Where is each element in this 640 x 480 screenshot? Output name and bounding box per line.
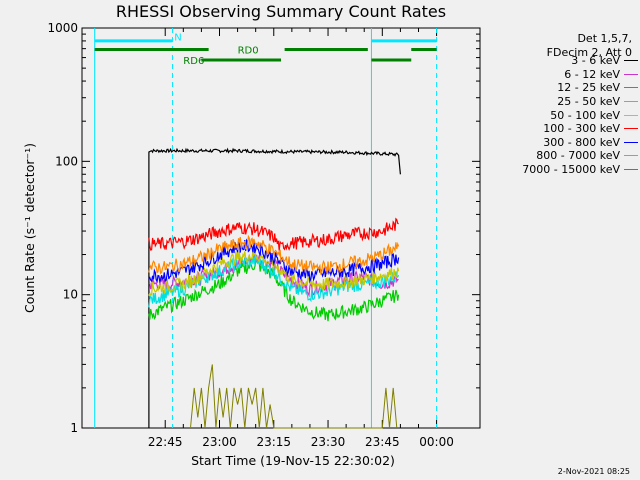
legend-item: 800 - 7000 keV: [482, 149, 638, 163]
x-tick-label: 23:00: [202, 435, 237, 449]
legend-header-line-1: Det 1,5,7,: [577, 32, 632, 45]
legend-item: 50 - 100 keV: [482, 108, 638, 122]
legend-header-line-2: FDecim 2, Att 0: [546, 46, 632, 59]
y-tick-label: 1: [70, 421, 78, 435]
series-line: [148, 147, 401, 428]
legend-item: 25 - 50 keV: [482, 95, 638, 109]
legend-swatch: [624, 73, 638, 75]
legend-swatch: [624, 114, 638, 116]
legend-swatch: [624, 155, 638, 157]
x-tick-label: 23:15: [256, 435, 291, 449]
series-line: [148, 217, 399, 251]
legend-label: 100 - 300 keV: [543, 122, 620, 136]
legend-label: 12 - 25 keV: [557, 81, 620, 95]
legend-item: 6 - 12 keV: [482, 68, 638, 82]
legend-item: 7000 - 15000 keV: [482, 163, 638, 177]
legend-label: 25 - 50 keV: [557, 95, 620, 109]
legend-item: 3 - 6 keV: [482, 54, 638, 68]
legend-item: 12 - 25 keV: [482, 81, 638, 95]
series-line: [148, 249, 400, 296]
bar-annotation: RD0: [238, 45, 259, 56]
series-line: [148, 234, 400, 276]
y-tick-label: 1000: [47, 21, 78, 35]
legend: 3 - 6 keV 6 - 12 keV 12 - 25 keV 25 - 50…: [482, 54, 638, 176]
legend-label: 800 - 7000 keV: [536, 149, 620, 163]
legend-swatch: [624, 141, 638, 143]
x-tick-label: 23:30: [311, 435, 346, 449]
bar-annotation: RD6: [183, 56, 204, 67]
legend-swatch: [624, 87, 638, 89]
legend-swatch: [624, 60, 638, 62]
x-tick-label: 00:00: [419, 435, 454, 449]
legend-swatch: [624, 169, 638, 171]
legend-label: 7000 - 15000 keV: [522, 163, 620, 177]
legend-label: 50 - 100 keV: [550, 108, 620, 122]
legend-item: 100 - 300 keV: [482, 122, 638, 136]
legend-label: 300 - 800 keV: [543, 135, 620, 149]
chart-title: RHESSI Observing Summary Count Rates: [115, 2, 447, 21]
series-line: [190, 364, 398, 429]
x-axis-label: Start Time (19-Nov-15 22:30:02): [191, 453, 395, 468]
x-tick-label: 22:45: [148, 435, 183, 449]
y-tick-label: 100: [55, 154, 78, 168]
y-axis-label: Count Rate (s⁻¹ detector⁻¹): [22, 143, 37, 313]
y-tick-label: 10: [63, 288, 78, 302]
legend-label: 6 - 12 keV: [564, 67, 620, 81]
legend-swatch: [624, 128, 638, 130]
plot-frame: [81, 27, 481, 429]
legend-item: 300 - 800 keV: [482, 136, 638, 150]
timestamp-footer: 2-Nov-2021 08:25: [557, 467, 630, 476]
x-tick-label: 23:45: [365, 435, 400, 449]
legend-swatch: [624, 101, 638, 103]
legend-label: 3 - 6 keV: [571, 54, 620, 68]
bar-annotation: N: [174, 33, 181, 44]
